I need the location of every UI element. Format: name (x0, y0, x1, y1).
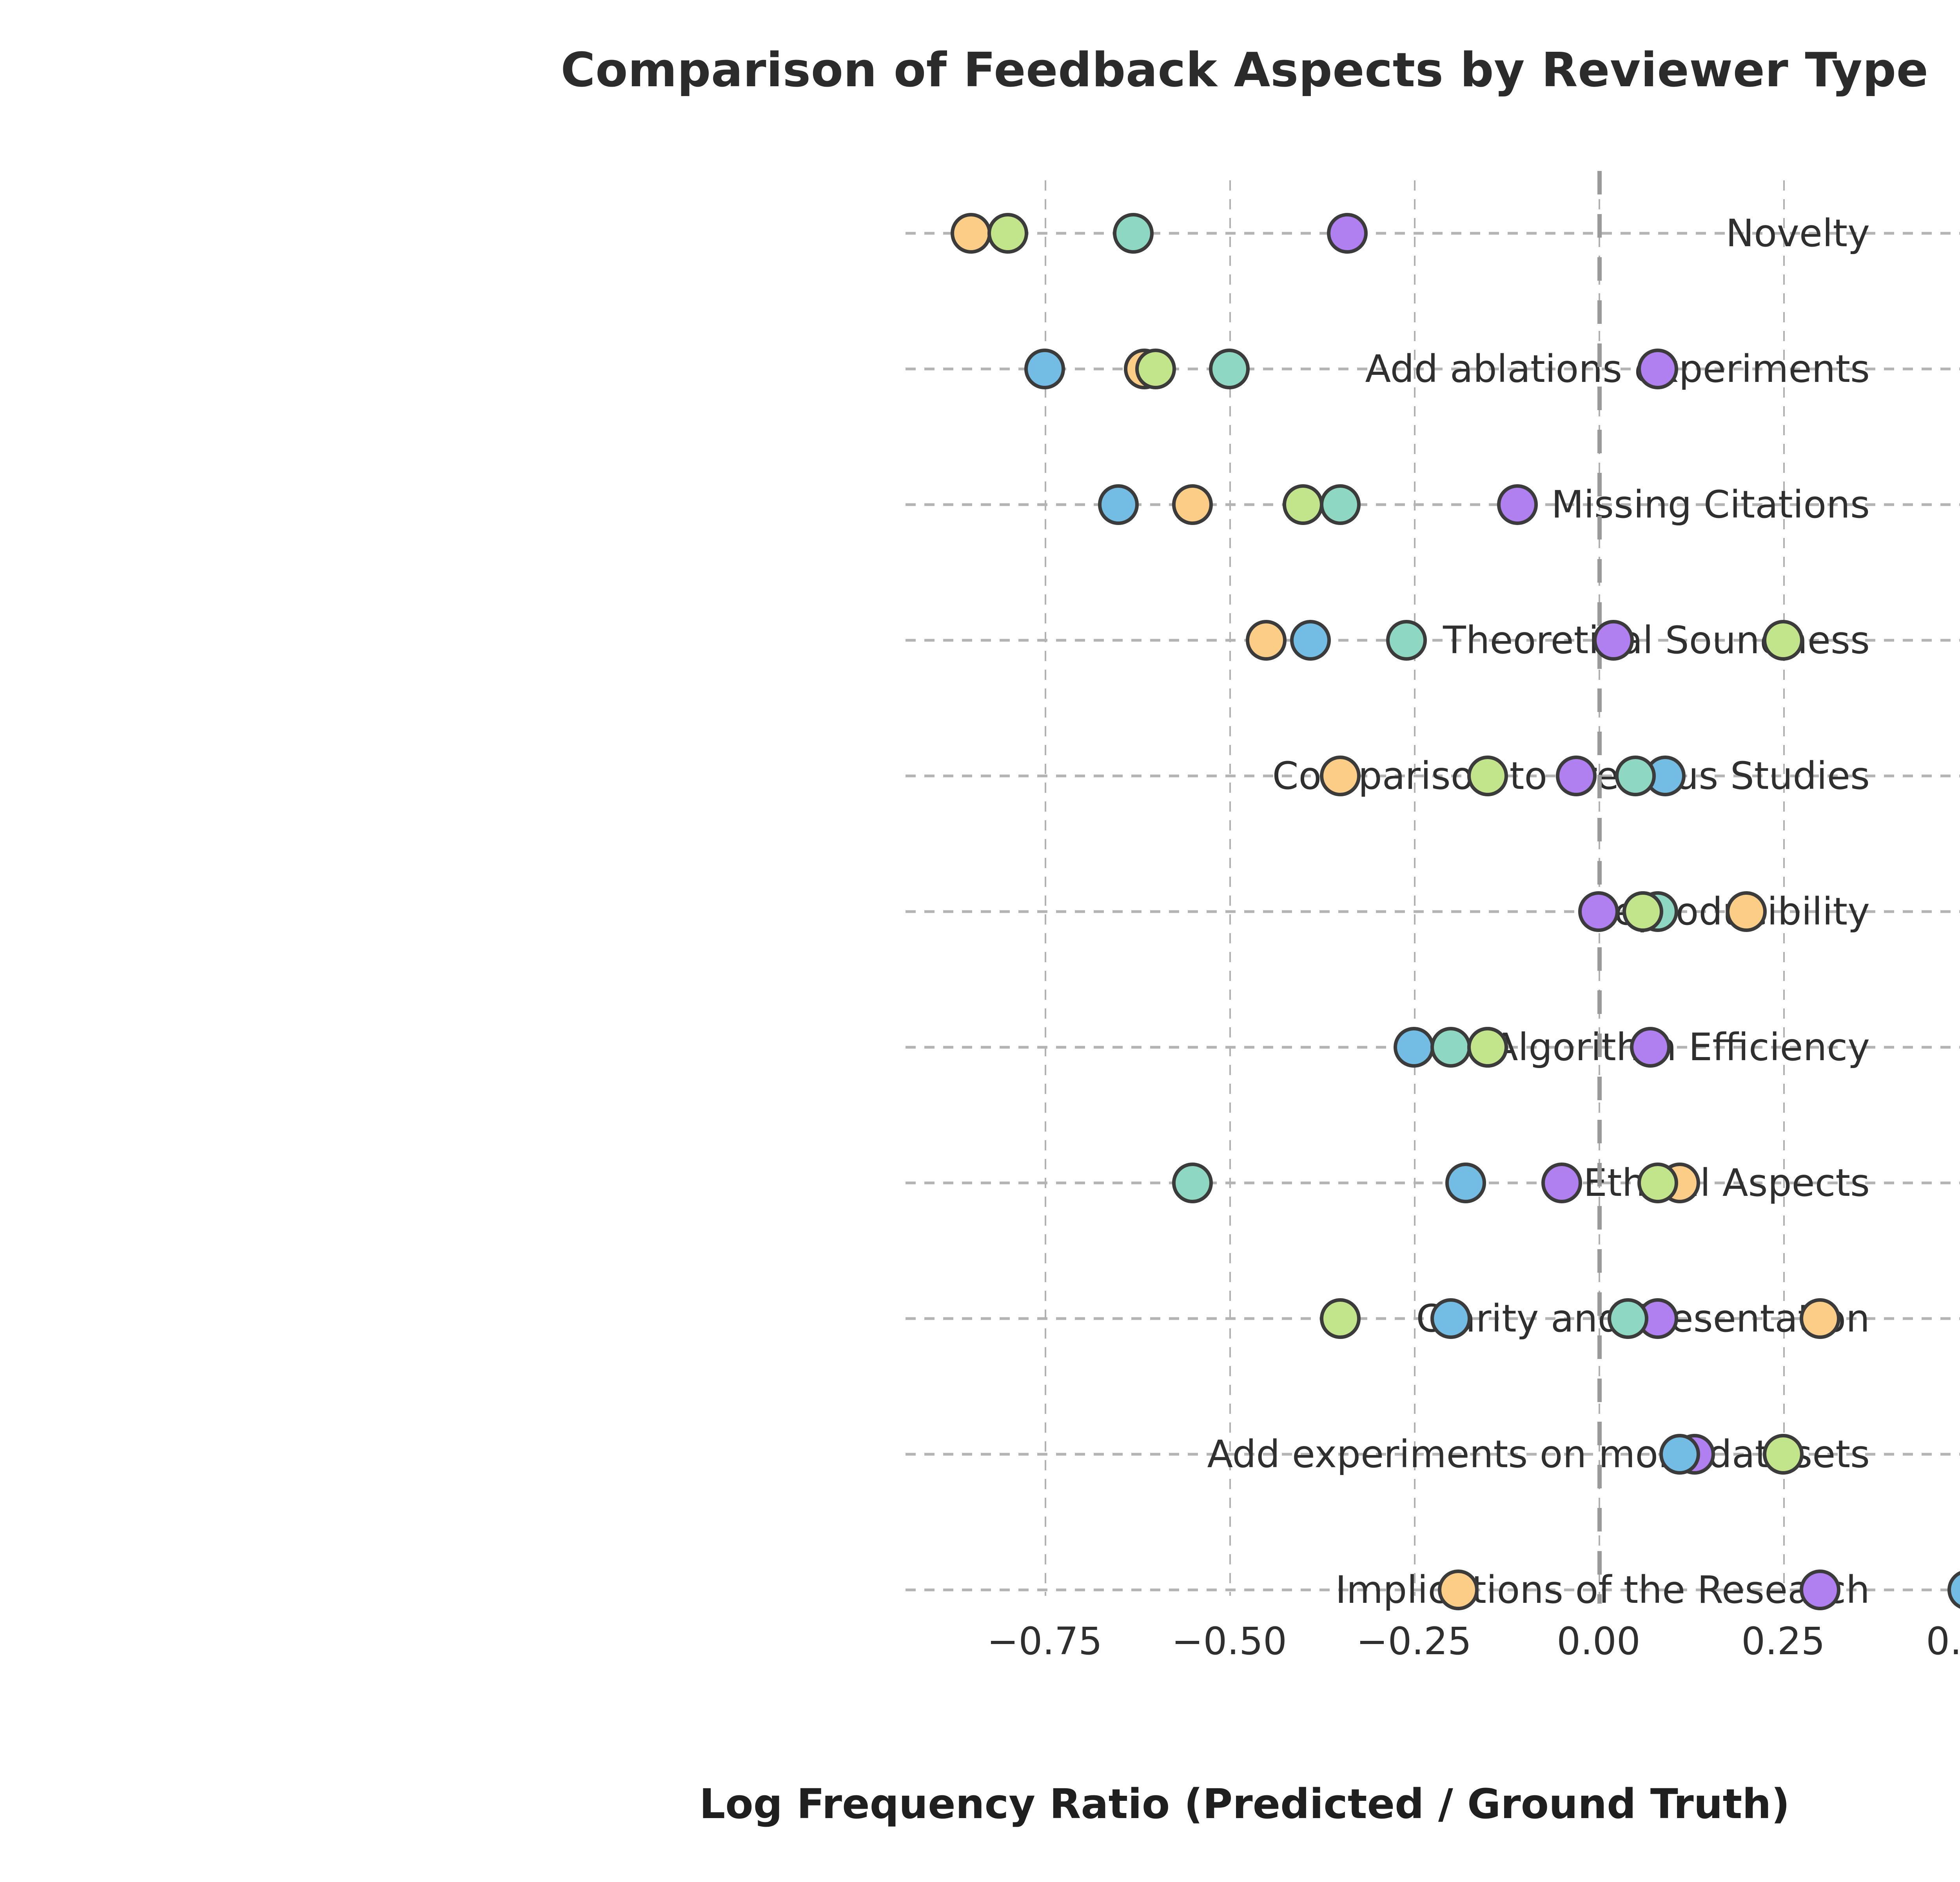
gridline-y-3 (906, 639, 1960, 642)
gridline-y-0 (906, 232, 1960, 235)
data-point-gar-1 (1637, 349, 1678, 389)
data-point-gar-2 (1497, 484, 1538, 525)
data-point-openreviewer-7 (1172, 1163, 1213, 1203)
x-axis-label: Log Frequency Ratio (Predicted / Ground … (699, 1780, 1790, 1828)
data-point-openreviewer-2 (1319, 484, 1361, 525)
x-tick-label-3: 0.00 (1557, 1619, 1641, 1663)
data-point-openreviewer-8 (1608, 1298, 1649, 1339)
data-point-ai-scientist-7 (1445, 1163, 1486, 1203)
data-point-reviewergpt-2 (1172, 484, 1213, 525)
gridline-y-5 (906, 910, 1960, 913)
data-point-ai-scientist-1 (1024, 349, 1065, 389)
data-point-ai-scientist-8 (1430, 1298, 1472, 1339)
data-point-gar-4 (1556, 756, 1597, 796)
gridline-x-0 (1045, 180, 1046, 1596)
y-tick-label-10: Implications of the Research (1335, 1568, 1870, 1612)
data-point-ai-scientist-6 (1394, 1027, 1434, 1068)
gridline-x-4 (1783, 180, 1785, 1596)
data-point-ai-scientist-2 (1098, 484, 1139, 525)
y-tick-label-1: Add ablations experiments (1365, 347, 1870, 391)
data-point-gar-3 (1593, 620, 1634, 661)
data-point-ai-scientist-3 (1290, 620, 1331, 661)
data-point-reviewergpt-8 (1800, 1298, 1841, 1339)
data-point-gar-6 (1630, 1027, 1671, 1068)
gridline-y-1 (906, 367, 1960, 371)
x-tick-label-1: −0.50 (1171, 1619, 1287, 1663)
chart-title: Comparison of Feedback Aspects by Review… (561, 43, 1929, 98)
x-tick-label-0: −0.75 (987, 1619, 1103, 1663)
y-tick-label-9: Add experiments on more datasets (1207, 1432, 1870, 1476)
data-point-ai-review-6 (1467, 1027, 1508, 1068)
data-point-ai-review-5 (1622, 891, 1664, 932)
data-point-ai-review-9 (1763, 1434, 1804, 1475)
gridline-y-2 (906, 503, 1960, 506)
y-tick-label-6: Algorithm Efficiency (1492, 1025, 1870, 1069)
data-point-ai-scientist-10 (1947, 1570, 1960, 1610)
data-point-reviewergpt-3 (1246, 620, 1287, 661)
gridline-x-2 (1414, 180, 1416, 1596)
y-tick-label-0: Novelty (1726, 211, 1870, 255)
data-point-openreviewer-1 (1209, 349, 1250, 389)
data-point-gar-0 (1327, 213, 1368, 254)
gridline-y-10 (906, 1588, 1960, 1591)
data-point-gar-5 (1578, 891, 1619, 932)
gridline-y-4 (906, 774, 1960, 778)
data-point-ai-review-2 (1283, 484, 1324, 525)
data-point-openreviewer-4 (1615, 756, 1656, 796)
data-point-ai-review-7 (1637, 1163, 1678, 1203)
data-point-ai-review-0 (987, 213, 1028, 254)
plot-area (906, 171, 1960, 1610)
data-point-ai-scientist-9 (1659, 1434, 1700, 1475)
data-point-gar-7 (1541, 1163, 1582, 1203)
data-point-ai-review-3 (1763, 620, 1804, 661)
y-tick-label-3: Theoretical Soundness (1443, 618, 1870, 662)
data-point-ai-review-8 (1319, 1298, 1361, 1339)
gridline-y-9 (906, 1453, 1960, 1456)
x-tick-label-4: 0.25 (1741, 1619, 1825, 1663)
data-point-reviewergpt-10 (1438, 1570, 1479, 1610)
data-point-openreviewer-3 (1386, 620, 1427, 661)
gridline-x-1 (1229, 180, 1231, 1596)
x-tick-label-2: −0.25 (1356, 1619, 1472, 1663)
zero-reference-line-stroke (1597, 171, 1602, 1604)
data-point-reviewergpt-5 (1726, 891, 1767, 932)
data-point-gar-10 (1800, 1570, 1841, 1610)
data-point-openreviewer-0 (1113, 213, 1154, 254)
gridline-y-7 (906, 1181, 1960, 1184)
y-tick-label-7: Ethical Aspects (1583, 1161, 1870, 1205)
data-point-reviewergpt-0 (950, 213, 991, 254)
data-point-reviewergpt-4 (1319, 756, 1361, 796)
data-point-ai-review-1 (1135, 349, 1176, 389)
y-tick-label-2: Missing Citations (1551, 483, 1870, 527)
data-point-openreviewer-6 (1430, 1027, 1472, 1068)
data-point-ai-review-4 (1467, 756, 1508, 796)
x-tick-label-5: 0.50 (1926, 1619, 1960, 1663)
